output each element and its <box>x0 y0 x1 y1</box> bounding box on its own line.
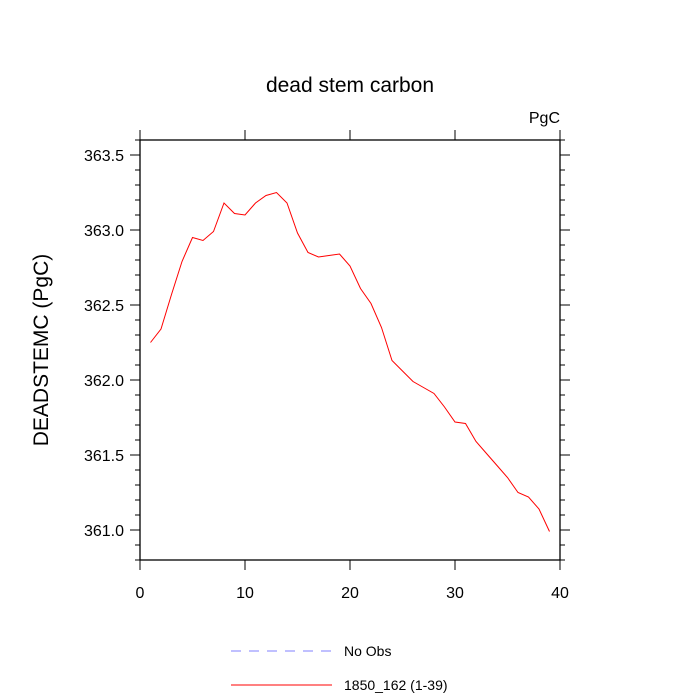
legend-label: 1850_162 (1-39) <box>344 677 448 693</box>
plot-frame <box>139 139 561 561</box>
y-tick-label: 362.0 <box>84 373 124 390</box>
y-tick-label: 363.0 <box>84 223 124 240</box>
x-tick-labels: 0 10 20 30 40 <box>136 585 569 602</box>
chart-title: dead stem carbon <box>266 74 434 97</box>
x-tick-label: 30 <box>446 585 464 602</box>
x-tick-label: 10 <box>236 585 254 602</box>
y-tick-label: 363.5 <box>84 148 124 165</box>
y-tick-label: 361.5 <box>84 448 124 465</box>
y-tick-label: 362.5 <box>84 298 124 315</box>
units-label: PgC <box>529 110 560 127</box>
y-axis-label: DEADSTEMC (PgC) <box>30 254 53 447</box>
series-lines <box>150 191 550 532</box>
y-tick-label: 361.0 <box>84 523 124 540</box>
legend-label: No Obs <box>344 643 391 659</box>
series-line <box>150 191 550 532</box>
y-tick-labels: 361.0 361.5 362.0 362.5 363.0 363.5 <box>84 148 124 540</box>
axis-ticks <box>130 130 570 570</box>
x-tick-label: 20 <box>341 585 359 602</box>
x-tick-label: 40 <box>551 585 569 602</box>
x-tick-label: 0 <box>136 585 145 602</box>
legend: No Obs 1850_162 (1-39) <box>231 643 448 693</box>
